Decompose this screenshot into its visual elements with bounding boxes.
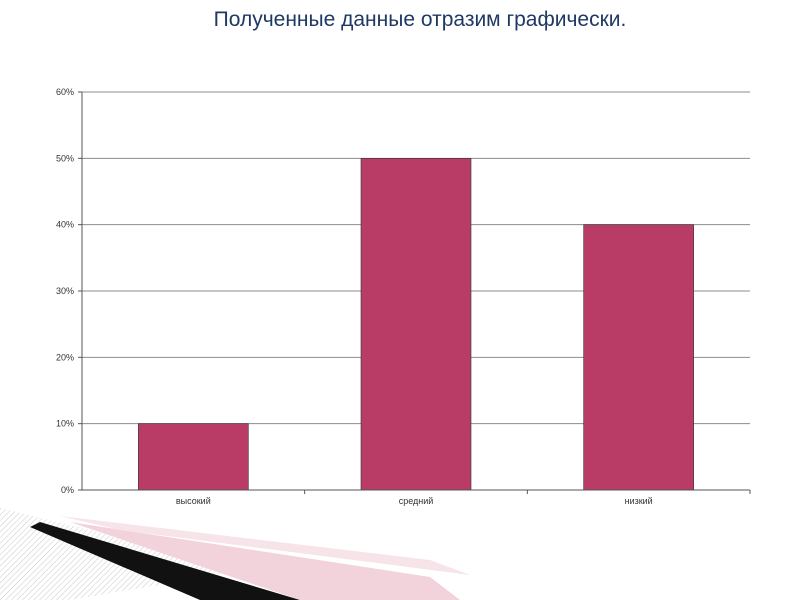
y-tick-label: 30% [56,286,74,296]
decor-black-wedge [30,522,300,600]
y-tick-label: 20% [56,352,74,362]
x-category-label: высокий [176,496,211,506]
y-tick-label: 40% [56,220,74,230]
y-axis-tick-labels: 0% 10% 20% 30% 40% 50% 60% [56,87,74,495]
y-tick-label: 60% [56,87,74,97]
decor-pink-band [70,522,460,600]
bars [138,158,694,491]
x-axis-category-labels: высокий средний низкий [176,490,751,506]
x-category-label: средний [399,496,434,506]
y-tick-label: 10% [56,419,74,429]
bar-2 [583,224,694,491]
slide-title: Полученные данные отразим графически. [213,8,627,31]
x-category-label: низкий [625,496,653,506]
bar-0 [138,423,249,491]
decor-pink-band-light [60,516,470,575]
y-tick-label: 50% [56,153,74,163]
y-tick-label: 0% [61,485,74,495]
bar-1 [360,158,472,491]
